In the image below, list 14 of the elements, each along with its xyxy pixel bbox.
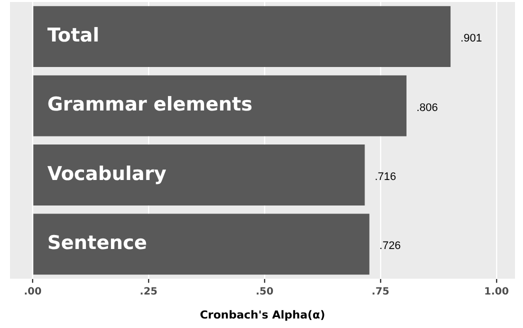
x-tick-label: .50 (256, 286, 274, 298)
x-axis-title: Cronbach's Alpha(α) (200, 308, 326, 322)
y-tick-label: Vocabulary (47, 162, 167, 185)
data-label: .806 (416, 102, 438, 114)
x-tick-label: .75 (372, 286, 390, 298)
x-tick-label: 1.00 (484, 286, 509, 298)
data-label: .716 (374, 171, 396, 184)
x-tick-label: .25 (140, 286, 158, 298)
y-tick-label: Sentence (47, 232, 148, 254)
data-label: .726 (379, 240, 401, 252)
x-tick-label: .00 (24, 286, 42, 298)
y-tick-label: Total (47, 24, 100, 47)
data-label: .901 (460, 32, 482, 45)
y-tick-label: Grammar elements (47, 94, 252, 116)
